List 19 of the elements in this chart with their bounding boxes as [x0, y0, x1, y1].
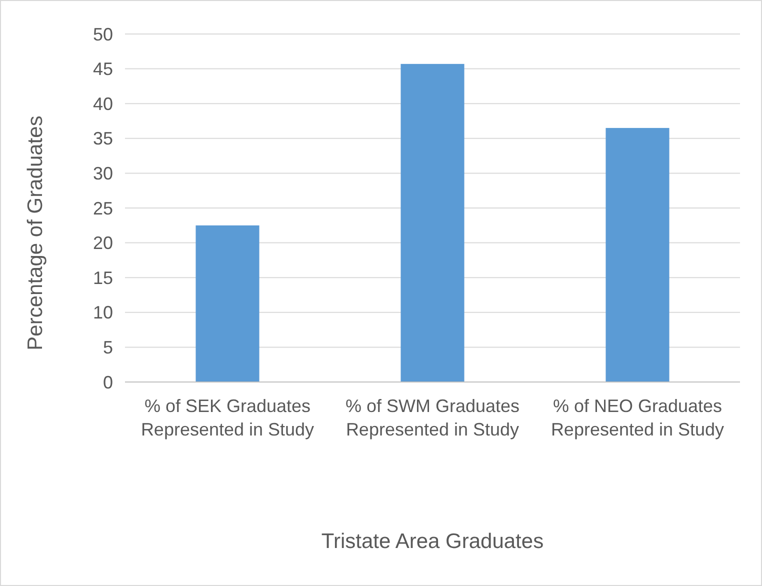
bar [400, 64, 464, 382]
bar [196, 225, 260, 382]
y-tick-label: 40 [92, 94, 113, 114]
y-tick-label: 25 [92, 198, 113, 218]
y-tick-label: 0 [102, 372, 113, 392]
y-tick-label: 15 [92, 268, 113, 288]
y-tick-label: 5 [102, 338, 113, 358]
x-axis-title: Tristate Area Graduates [321, 530, 544, 553]
y-tick-label: 35 [92, 128, 113, 149]
y-tick-label: 50 [92, 24, 113, 44]
y-tick-label: 10 [92, 302, 113, 323]
y-tick-label: 45 [92, 59, 113, 80]
y-tick-label: 20 [92, 233, 113, 254]
x-tick-label: % of SWM Graduates Represented in Study [345, 396, 520, 440]
y-axis-title: Percentage of Graduates [24, 116, 47, 350]
bar [606, 128, 670, 382]
x-tick-label: % of NEO Graduates Represented in Study [550, 396, 724, 440]
y-tick-label: 30 [92, 164, 113, 184]
x-tick-label: % of SEK Graduates Represented in Study [140, 396, 314, 440]
